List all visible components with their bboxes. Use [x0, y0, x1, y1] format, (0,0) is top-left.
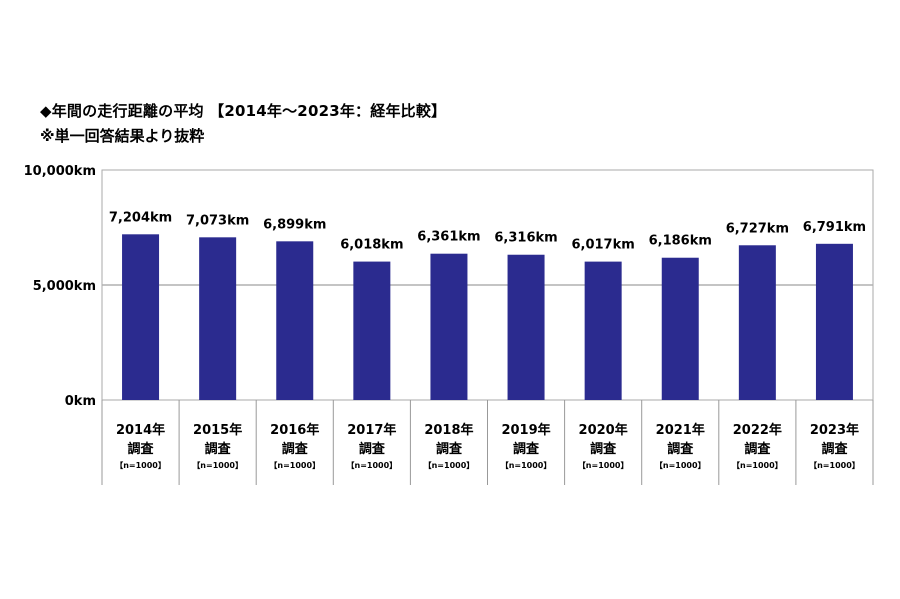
category-label-n: 【n=1000】	[424, 460, 475, 470]
category-label-sub: 調査	[513, 441, 540, 457]
category-label-n: 【n=1000】	[269, 460, 320, 470]
category-label-sub: 調査	[436, 441, 463, 457]
data-label: 6,316km	[494, 231, 557, 246]
category-label-year: 2018年	[424, 422, 473, 438]
category-label-n: 【n=1000】	[578, 460, 629, 470]
category-label-year: 2019年	[501, 422, 550, 438]
y-tick-label: 0km	[65, 394, 96, 409]
category-label-sub: 調査	[282, 441, 309, 457]
bar	[199, 237, 237, 400]
category-label-sub: 調査	[590, 441, 617, 457]
category-label-n: 【n=1000】	[347, 460, 398, 470]
category-label-sub: 調査	[744, 441, 771, 457]
data-label: 6,018km	[340, 238, 403, 253]
bar	[738, 245, 776, 400]
category-label-sub: 調査	[667, 441, 694, 457]
data-label: 7,073km	[186, 213, 249, 228]
data-label: 6,361km	[417, 230, 480, 245]
data-label: 7,204km	[109, 210, 172, 225]
bar	[276, 241, 314, 400]
category-label-year: 2023年	[810, 422, 859, 438]
category-label-year: 2017年	[347, 422, 396, 438]
category-label-n: 【n=1000】	[501, 460, 552, 470]
category-label-year: 2014年	[116, 422, 165, 438]
y-tick-label: 10,000km	[24, 164, 96, 179]
category-label-n: 【n=1000】	[732, 460, 783, 470]
category-label-year: 2021年	[656, 422, 705, 438]
data-label: 6,727km	[726, 221, 789, 236]
y-tick-label: 5,000km	[33, 279, 96, 294]
category-label-sub: 調査	[359, 441, 386, 457]
category-label-year: 2016年	[270, 422, 319, 438]
bar	[430, 253, 468, 400]
chart-title: ◆年間の走行距離の平均 【2014年～2023年：経年比較】	[40, 102, 447, 120]
bar	[353, 261, 391, 400]
category-label-year: 2015年	[193, 422, 242, 438]
category-label-sub: 調査	[205, 441, 232, 457]
data-label: 6,791km	[803, 220, 866, 235]
category-label-n: 【n=1000】	[192, 460, 243, 470]
bar	[661, 257, 699, 400]
category-label-n: 【n=1000】	[809, 460, 860, 470]
category-label-sub: 調査	[128, 441, 155, 457]
category-label-n: 【n=1000】	[115, 460, 166, 470]
category-label-year: 2022年	[733, 422, 782, 438]
category-label-n: 【n=1000】	[655, 460, 706, 470]
category-label-year: 2020年	[579, 422, 628, 438]
chart-subtitle: ※単一回答結果より抜粋	[40, 127, 205, 145]
bar	[815, 243, 853, 400]
data-label: 6,017km	[571, 238, 634, 253]
data-label: 6,899km	[263, 217, 326, 232]
bar	[507, 254, 545, 400]
data-label: 6,186km	[649, 234, 712, 249]
category-label-sub: 調査	[821, 441, 848, 457]
bar	[122, 234, 160, 400]
bar	[584, 261, 622, 400]
